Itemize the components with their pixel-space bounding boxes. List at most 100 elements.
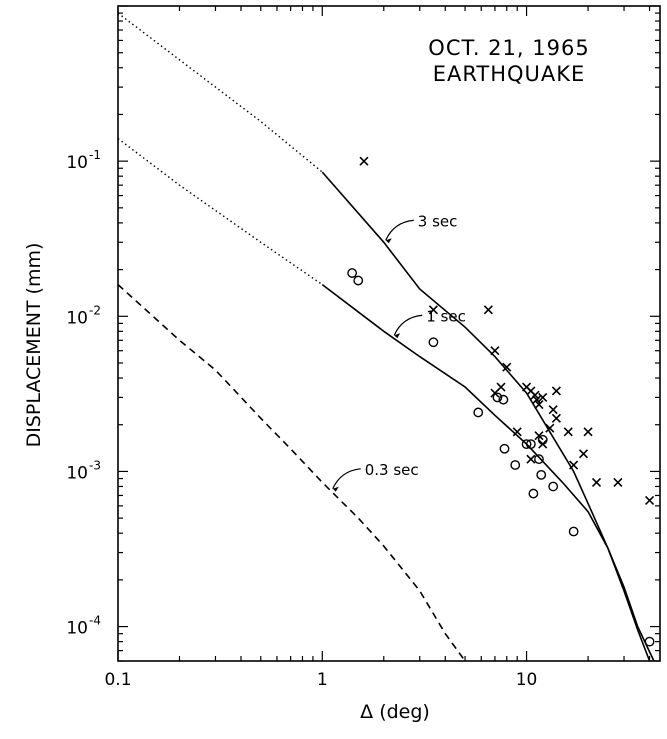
- x-marker-stroke: [428, 305, 438, 315]
- x-marker-stroke: [578, 449, 589, 459]
- x-tick-label: 0.1: [104, 670, 131, 690]
- y-tick-label: 10: [66, 153, 88, 173]
- curve-3-sec: [321, 171, 651, 662]
- circle-marker: [498, 394, 509, 405]
- y-tick-label: 10: [66, 463, 88, 483]
- x-marker: [563, 427, 573, 437]
- circle-marker: [528, 488, 539, 499]
- circle-marker: [548, 481, 559, 492]
- circle-marker: [536, 469, 547, 480]
- x-marker: [534, 431, 544, 441]
- x-marker: [591, 477, 602, 487]
- circle-marker: [525, 439, 536, 450]
- curve-0-3-sec: [117, 284, 466, 662]
- x-marker: [502, 362, 512, 372]
- x-marker-stroke: [591, 477, 602, 487]
- x-marker-stroke: [502, 362, 512, 372]
- x-marker: [490, 388, 500, 398]
- x-tick-label: 10: [516, 670, 538, 690]
- x-marker: [359, 156, 369, 166]
- x-marker: [548, 405, 558, 415]
- curves-layer: [117, 12, 655, 662]
- annotation-arrowhead: [385, 238, 392, 244]
- x-marker-stroke: [526, 454, 536, 464]
- x-marker-stroke: [548, 405, 558, 415]
- circle-marker: [499, 443, 510, 454]
- x-marker: [538, 392, 548, 402]
- y-axis-label: DISPLACEMENT (mm): [23, 243, 45, 448]
- x-marker-stroke: [563, 427, 573, 437]
- x-marker: [534, 399, 544, 410]
- circle-marker: [568, 526, 579, 537]
- x-marker: [551, 413, 561, 423]
- x-marker: [569, 460, 579, 470]
- y-tick-exponent: -2: [89, 303, 101, 317]
- x-marker: [644, 495, 655, 506]
- annotation-1-sec: 1 sec: [393, 307, 466, 339]
- x-marker: [545, 423, 555, 433]
- annotation-leader: [332, 468, 361, 490]
- y-tick-label: 10: [66, 619, 88, 639]
- chart-title-line-1: OCT. 21, 1965: [428, 36, 589, 60]
- x-marker-stroke: [551, 386, 561, 396]
- y-tick-exponent: -1: [89, 148, 101, 162]
- x-marker: [526, 454, 536, 464]
- chart-title-line-2: EARTHQUAKE: [433, 62, 586, 86]
- circle-marker: [473, 407, 484, 418]
- x-marker-stroke: [545, 423, 555, 433]
- x-marker: [613, 477, 623, 487]
- annotation-0-3-sec: 0.3 sec: [332, 461, 419, 492]
- x-marker-stroke: [613, 477, 623, 487]
- annotation-label: 3 sec: [418, 212, 458, 230]
- x-marker-stroke: [534, 399, 544, 410]
- x-marker-stroke: [644, 495, 655, 506]
- annotation-leader: [393, 314, 423, 336]
- curve-3-sec-dotted: [117, 12, 323, 173]
- x-marker-stroke: [532, 395, 542, 405]
- x-marker: [483, 305, 493, 315]
- circle-marker: [534, 454, 544, 465]
- x-marker: [428, 305, 438, 315]
- annotation-arrowhead: [332, 486, 339, 492]
- x-marker-stroke: [583, 427, 593, 437]
- x-marker-stroke: [490, 346, 500, 356]
- y-tick-exponent: -3: [89, 458, 101, 472]
- x-marker: [490, 346, 500, 356]
- curve-1-sec-dotted: [117, 137, 323, 286]
- x-marker-stroke: [551, 413, 561, 423]
- x-marker-stroke: [538, 392, 548, 402]
- x-marker: [532, 395, 542, 405]
- x-marker-stroke: [526, 386, 536, 396]
- y-tick-label: 10: [66, 308, 88, 328]
- circle-marker: [492, 392, 503, 403]
- x-axis-label: Δ (deg): [360, 701, 430, 723]
- curve-1-sec: [321, 283, 655, 662]
- annotation-3-sec: 3 sec: [385, 212, 458, 244]
- annotation-leader: [385, 219, 414, 241]
- annotation-label: 0.3 sec: [365, 461, 419, 479]
- circle-marker: [353, 275, 364, 286]
- x-marker-stroke: [569, 460, 579, 470]
- x-marker-stroke: [359, 156, 369, 166]
- circle-marker: [347, 268, 358, 278]
- annotation-arrowhead: [394, 333, 401, 339]
- x-marker-stroke: [521, 382, 532, 392]
- x-marker-stroke: [534, 431, 544, 441]
- x-marker: [512, 427, 522, 437]
- x-marker-stroke: [512, 427, 522, 437]
- x-marker-stroke: [483, 305, 493, 315]
- circle-marker: [510, 460, 521, 470]
- markers-layer: [347, 156, 655, 647]
- circle-marker: [644, 636, 655, 647]
- y-tick-exponent: -4: [89, 614, 101, 628]
- x-tick-label: 1: [317, 670, 328, 690]
- x-marker-stroke: [530, 390, 540, 400]
- labels-layer: OCT. 21, 1965 EARTHQUAKE Δ (deg) DISPLAC…: [23, 36, 589, 723]
- circle-marker: [428, 337, 439, 348]
- x-marker: [583, 427, 593, 437]
- plot-frame: [117, 5, 661, 662]
- x-marker-stroke: [490, 388, 500, 398]
- circle-marker: [521, 439, 532, 450]
